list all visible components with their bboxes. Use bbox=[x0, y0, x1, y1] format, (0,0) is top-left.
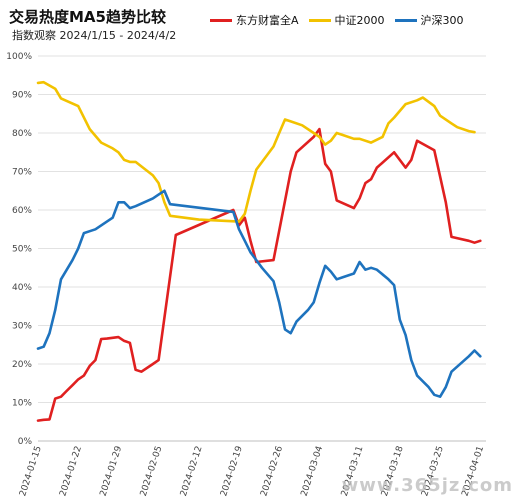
legend-swatch-0 bbox=[210, 18, 232, 22]
x-tick-label: 2024-02-12 bbox=[179, 445, 205, 498]
y-tick-label: 70% bbox=[12, 168, 32, 178]
y-tick-label: 30% bbox=[12, 322, 32, 332]
y-tick-label: 40% bbox=[12, 283, 32, 293]
y-tick-label: 0% bbox=[18, 437, 33, 447]
chart-subtitle: 指数观察 2024/1/15 - 2024/4/2 bbox=[12, 29, 177, 42]
y-tick-label: 10% bbox=[12, 399, 32, 409]
x-tick-label: 2024-01-15 bbox=[18, 445, 44, 498]
series-line-0 bbox=[36, 127, 482, 422]
y-tick-label: 20% bbox=[12, 360, 32, 370]
y-tick-label: 90% bbox=[12, 91, 32, 101]
y-tick-label: 50% bbox=[12, 245, 32, 255]
x-tick-label: 2024-01-29 bbox=[99, 445, 125, 498]
chart-title: 交易热度MA5趋势比较 bbox=[9, 8, 166, 26]
series-line-2 bbox=[36, 189, 482, 399]
legend-swatch-2 bbox=[394, 18, 417, 22]
y-tick-label: 100% bbox=[6, 52, 32, 62]
x-tick-label: 2024-02-05 bbox=[139, 445, 165, 498]
legend-item-1: 中证2000 bbox=[308, 12, 385, 28]
watermark: www.365jz.com bbox=[341, 475, 513, 496]
y-tick-label: 60% bbox=[12, 206, 32, 216]
x-tick-label: 2024-02-26 bbox=[259, 445, 285, 498]
legend-label-1: 中证2000 bbox=[334, 14, 385, 27]
legend-label-0: 东方财富全A bbox=[236, 14, 299, 27]
legend: 东方财富全A 中证2000 沪深300 bbox=[210, 12, 464, 28]
x-tick-label: 2024-01-22 bbox=[58, 445, 84, 498]
legend-label-2: 沪深300 bbox=[420, 14, 464, 27]
x-tick-label: 2024-03-04 bbox=[300, 445, 326, 498]
legend-swatch-1 bbox=[308, 18, 331, 22]
legend-item-0: 东方财富全A bbox=[210, 12, 299, 28]
series-line-1 bbox=[36, 80, 476, 223]
y-tick-label: 80% bbox=[12, 129, 32, 139]
legend-item-2: 沪深300 bbox=[394, 12, 464, 28]
x-tick-label: 2024-02-19 bbox=[219, 445, 245, 498]
